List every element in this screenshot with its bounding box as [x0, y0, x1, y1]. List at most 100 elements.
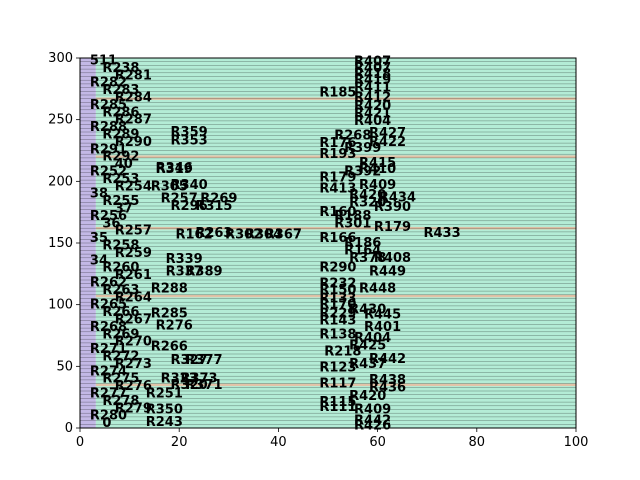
x-tick-label: 40: [270, 435, 287, 450]
data-label: R302: [225, 227, 262, 242]
data-label: R296: [171, 199, 208, 214]
data-label: R265: [90, 298, 127, 313]
data-label: R258: [102, 238, 139, 253]
data-label: R350: [146, 403, 183, 418]
left-bar-labels: 511R238R281R282R283R284R285R286R287R288R…: [90, 53, 152, 431]
data-label: R389: [185, 264, 222, 279]
data-label: R269: [102, 327, 139, 342]
data-label: R401: [364, 320, 401, 335]
data-label: R117: [319, 377, 356, 392]
data-label: R427: [369, 126, 406, 141]
data-label: R275: [102, 372, 139, 387]
data-label: R254: [115, 179, 152, 194]
data-label: R404: [354, 114, 391, 129]
data-label: R283: [102, 83, 139, 98]
bar-labels: R407R407R418R419R411R185R412R420R421R404…: [146, 55, 461, 434]
data-label: R434: [379, 190, 416, 205]
data-label: R437: [349, 357, 386, 372]
data-label: 36: [102, 216, 120, 231]
data-label: R143: [319, 314, 356, 329]
data-label: R390: [374, 200, 411, 215]
data-label: R421: [354, 107, 391, 122]
y-axis-ticks: 0 50 100 150 200 250 300: [48, 51, 80, 436]
data-label: R288: [151, 282, 188, 297]
data-label: R411: [354, 81, 391, 96]
data-label: R445: [364, 308, 401, 323]
data-label: R305: [151, 179, 188, 194]
data-label: R419: [354, 73, 391, 88]
data-label: R304: [245, 227, 282, 242]
data-label: R323: [161, 372, 198, 387]
data-label: R288: [90, 120, 127, 135]
data-label: R337: [166, 264, 203, 279]
data-label: R238: [102, 61, 139, 76]
data-label: R420: [354, 99, 391, 114]
data-label: R170: [319, 298, 356, 313]
data-label: R179: [319, 171, 356, 186]
data-label: R399: [344, 141, 381, 156]
row-lines: [80, 57, 576, 429]
data-label: R433: [424, 226, 461, 241]
data-label: R256: [90, 209, 127, 224]
data-label: R270: [115, 335, 152, 350]
data-label: R150: [319, 283, 356, 298]
data-label: R319: [156, 162, 193, 177]
data-label: R448: [359, 282, 396, 297]
range-bands: [80, 58, 576, 428]
data-label: R320: [171, 378, 208, 393]
y-tick-label: 0: [65, 421, 73, 436]
data-label: 40: [115, 157, 133, 172]
data-label: R276: [115, 379, 152, 394]
data-label: R272: [102, 349, 139, 364]
data-label: R162: [176, 227, 213, 242]
data-label: R285: [151, 306, 188, 321]
data-label: 37: [115, 201, 133, 216]
data-label: R252: [90, 164, 127, 179]
data-label: R263: [102, 283, 139, 298]
data-label: R274: [90, 364, 127, 379]
data-label: R320: [349, 195, 386, 210]
data-label: R253: [102, 172, 139, 187]
data-label: R266: [102, 305, 139, 320]
data-label: 511: [90, 53, 117, 68]
data-label: R426: [354, 419, 391, 434]
data-label: 0: [102, 416, 111, 431]
data-label: R281: [115, 68, 152, 83]
data-label: R268: [90, 320, 127, 335]
data-label: R271: [90, 342, 127, 357]
data-label: R346: [156, 161, 193, 176]
data-label: R262: [90, 275, 127, 290]
data-label: R291: [90, 142, 127, 157]
data-label: R282: [90, 76, 127, 91]
data-label: R277: [90, 386, 127, 401]
data-label: R166: [319, 231, 356, 246]
data-label: R327: [171, 353, 208, 368]
data-label: 34: [90, 253, 108, 268]
y-tick-label: 250: [48, 113, 73, 128]
data-label: R392: [344, 164, 381, 179]
x-tick-label: 80: [469, 435, 486, 450]
data-label: R279: [115, 401, 152, 416]
data-label: R407: [354, 61, 391, 76]
data-label: R415: [359, 156, 396, 171]
data-label: R276: [156, 319, 193, 334]
range-band: [95, 97, 576, 100]
data-label: R287: [115, 113, 152, 128]
data-label: R229: [319, 306, 356, 321]
data-label: R273: [115, 357, 152, 372]
x-tick-label: 60: [369, 435, 386, 450]
data-label: R404: [354, 331, 391, 346]
data-label: R285: [90, 98, 127, 113]
data-label: R188: [334, 209, 371, 224]
data-label: R111: [319, 400, 356, 415]
data-label: R263: [195, 226, 232, 241]
data-label: 38: [90, 187, 108, 202]
data-label: R264: [115, 290, 152, 305]
data-label: R292: [102, 150, 139, 165]
data-label: R255: [102, 194, 139, 209]
data-label: R186: [344, 236, 381, 251]
data-label: R266: [151, 340, 188, 355]
data-label: R260: [102, 261, 139, 276]
data-label: R286: [102, 105, 139, 120]
data-label: R259: [115, 246, 152, 261]
